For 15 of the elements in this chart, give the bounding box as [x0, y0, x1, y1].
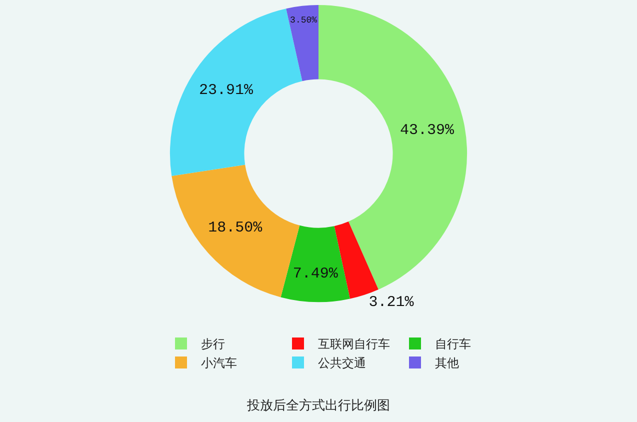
- data-label: 23.91%: [199, 82, 254, 100]
- data-label: 7.49%: [292, 265, 339, 282]
- donut-slice: [280, 225, 350, 302]
- data-label: 3.21%: [368, 294, 415, 312]
- donut-slice: [286, 5, 318, 82]
- text: 投放后全方式出行比例图: [246, 397, 390, 414]
- legend-label: 小汽车: [201, 356, 237, 370]
- legend-label: 其他: [435, 356, 459, 370]
- legend-label: 公共交通: [318, 356, 366, 370]
- legend-label: 步行: [201, 337, 225, 352]
- legend-label: 互联网自行车: [318, 337, 390, 352]
- legend-label: 自行车: [435, 337, 471, 352]
- data-label: 43.39%: [400, 122, 456, 140]
- data-label: 3.50%: [290, 16, 318, 26]
- data-label: 18.50%: [208, 220, 264, 237]
